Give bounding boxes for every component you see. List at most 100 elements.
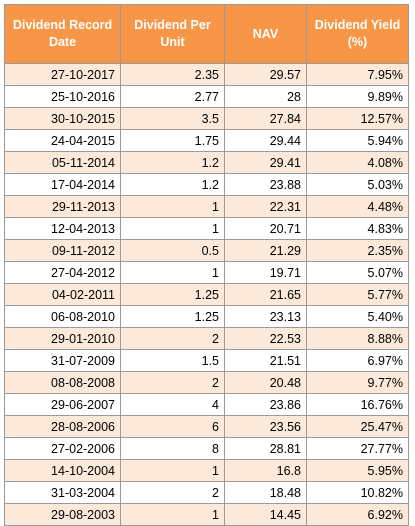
record-date-cell: 29-01-2010 [4, 327, 121, 350]
dividend-yield-cell: 25.47% [306, 415, 409, 438]
dividend-yield-cell: 5.94% [306, 129, 409, 152]
dividend-per-unit-cell: 1 [120, 195, 225, 218]
record-date-cell: 29-11-2013 [4, 195, 121, 218]
record-date-cell: 17-04-2014 [4, 173, 121, 196]
nav-cell: 22.31 [224, 195, 307, 218]
nav-cell: 29.44 [224, 129, 307, 152]
record-date-cell: 31-03-2004 [4, 481, 121, 504]
table-row: 27-04-2012 1 19.71 5.07% [4, 261, 409, 284]
dividend-per-unit-cell: 1.25 [120, 305, 225, 328]
dividend-per-unit-cell: 1 [120, 459, 225, 482]
dividend-yield-cell: 6.97% [306, 349, 409, 372]
record-date-cell: 27-02-2006 [4, 437, 121, 460]
nav-cell: 28 [224, 85, 307, 108]
record-date-cell: 06-08-2010 [4, 305, 121, 328]
record-date-cell: 28-08-2006 [4, 415, 121, 438]
table-row: 04-02-2011 1.25 21.65 5.77% [4, 283, 409, 306]
dividend-yield-cell: 5.03% [306, 173, 409, 196]
dividend-yield-cell: 2.35% [306, 239, 409, 262]
dividend-yield-cell: 7.95% [306, 63, 409, 86]
nav-cell: 27.84 [224, 107, 307, 130]
nav-cell: 16.8 [224, 459, 307, 482]
table-row: 05-11-2014 1.2 29.41 4.08% [4, 151, 409, 174]
nav-cell: 19.71 [224, 261, 307, 284]
table-row: 08-08-2008 2 20.48 9.77% [4, 371, 409, 394]
dividend-per-unit-cell: 1.2 [120, 151, 225, 174]
dividend-table-container: Dividend Record Date Dividend Per Unit N… [4, 4, 409, 526]
nav-cell: 23.86 [224, 393, 307, 416]
nav-cell: 23.88 [224, 173, 307, 196]
dividend-history-table: Dividend Record Date Dividend Per Unit N… [4, 4, 409, 526]
dividend-yield-cell: 4.08% [306, 151, 409, 174]
dividend-yield-cell: 16.76% [306, 393, 409, 416]
dividend-per-unit-cell: 1.25 [120, 283, 225, 306]
nav-cell: 18.48 [224, 481, 307, 504]
dividend-yield-cell: 10.82% [306, 481, 409, 504]
dividend-per-unit-cell: 1 [120, 261, 225, 284]
table-body: 27-10-2017 2.35 29.57 7.95% 25-10-2016 2.77 28… [4, 63, 409, 526]
dividend-per-unit-cell: 2.35 [120, 63, 225, 86]
record-date-cell: 30-10-2015 [4, 107, 121, 130]
header-record-date: Dividend Record Date [4, 4, 121, 64]
table-row: 28-08-2006 6 23.56 25.47% [4, 415, 409, 438]
nav-cell: 21.29 [224, 239, 307, 262]
header-nav: NAV [224, 4, 307, 64]
dividend-yield-cell: 6.92% [306, 503, 409, 526]
dividend-per-unit-cell: 1 [120, 503, 225, 526]
header-dividend-yield: Dividend Yield (%) [306, 4, 409, 64]
table-row: 06-08-2010 1.25 23.13 5.40% [4, 305, 409, 328]
nav-cell: 23.13 [224, 305, 307, 328]
nav-cell: 29.57 [224, 63, 307, 86]
dividend-yield-cell: 8.88% [306, 327, 409, 350]
nav-cell: 14.45 [224, 503, 307, 526]
table-row: 29-11-2013 1 22.31 4.48% [4, 195, 409, 218]
dividend-yield-cell: 5.77% [306, 283, 409, 306]
dividend-per-unit-cell: 6 [120, 415, 225, 438]
table-row: 27-10-2017 2.35 29.57 7.95% [4, 63, 409, 86]
dividend-yield-cell: 5.07% [306, 261, 409, 284]
dividend-yield-cell: 4.48% [306, 195, 409, 218]
record-date-cell: 27-10-2017 [4, 63, 121, 86]
dividend-per-unit-cell: 1.2 [120, 173, 225, 196]
dividend-per-unit-cell: 2 [120, 327, 225, 350]
dividend-per-unit-cell: 4 [120, 393, 225, 416]
nav-cell: 20.71 [224, 217, 307, 240]
table-row: 29-01-2010 2 22.53 8.88% [4, 327, 409, 350]
table-row: 30-10-2015 3.5 27.84 12.57% [4, 107, 409, 130]
record-date-cell: 31-07-2009 [4, 349, 121, 372]
record-date-cell: 08-08-2008 [4, 371, 121, 394]
dividend-per-unit-cell: 8 [120, 437, 225, 460]
table-row: 25-10-2016 2.77 28 9.89% [4, 85, 409, 108]
dividend-yield-cell: 12.57% [306, 107, 409, 130]
table-row: 31-07-2009 1.5 21.51 6.97% [4, 349, 409, 372]
record-date-cell: 05-11-2014 [4, 151, 121, 174]
record-date-cell: 27-04-2012 [4, 261, 121, 284]
dividend-yield-cell: 27.77% [306, 437, 409, 460]
table-row: 24-04-2015 1.75 29.44 5.94% [4, 129, 409, 152]
record-date-cell: 09-11-2012 [4, 239, 121, 262]
record-date-cell: 04-02-2011 [4, 283, 121, 306]
record-date-cell: 14-10-2004 [4, 459, 121, 482]
table-row: 12-04-2013 1 20.71 4.83% [4, 217, 409, 240]
dividend-per-unit-cell: 1 [120, 217, 225, 240]
table-row: 17-04-2014 1.2 23.88 5.03% [4, 173, 409, 196]
dividend-yield-cell: 9.89% [306, 85, 409, 108]
record-date-cell: 12-04-2013 [4, 217, 121, 240]
table-header-row: Dividend Record Date Dividend Per Unit N… [4, 4, 409, 64]
table-row: 29-08-2003 1 14.45 6.92% [4, 503, 409, 526]
dividend-yield-cell: 5.40% [306, 305, 409, 328]
dividend-per-unit-cell: 2 [120, 481, 225, 504]
dividend-yield-cell: 4.83% [306, 217, 409, 240]
dividend-per-unit-cell: 1.5 [120, 349, 225, 372]
table-row: 31-03-2004 2 18.48 10.82% [4, 481, 409, 504]
dividend-per-unit-cell: 0.5 [120, 239, 225, 262]
dividend-yield-cell: 9.77% [306, 371, 409, 394]
record-date-cell: 25-10-2016 [4, 85, 121, 108]
nav-cell: 29.41 [224, 151, 307, 174]
table-row: 29-06-2007 4 23.86 16.76% [4, 393, 409, 416]
table-row: 14-10-2004 1 16.8 5.95% [4, 459, 409, 482]
dividend-per-unit-cell: 2 [120, 371, 225, 394]
nav-cell: 22.53 [224, 327, 307, 350]
nav-cell: 20.48 [224, 371, 307, 394]
record-date-cell: 29-08-2003 [4, 503, 121, 526]
